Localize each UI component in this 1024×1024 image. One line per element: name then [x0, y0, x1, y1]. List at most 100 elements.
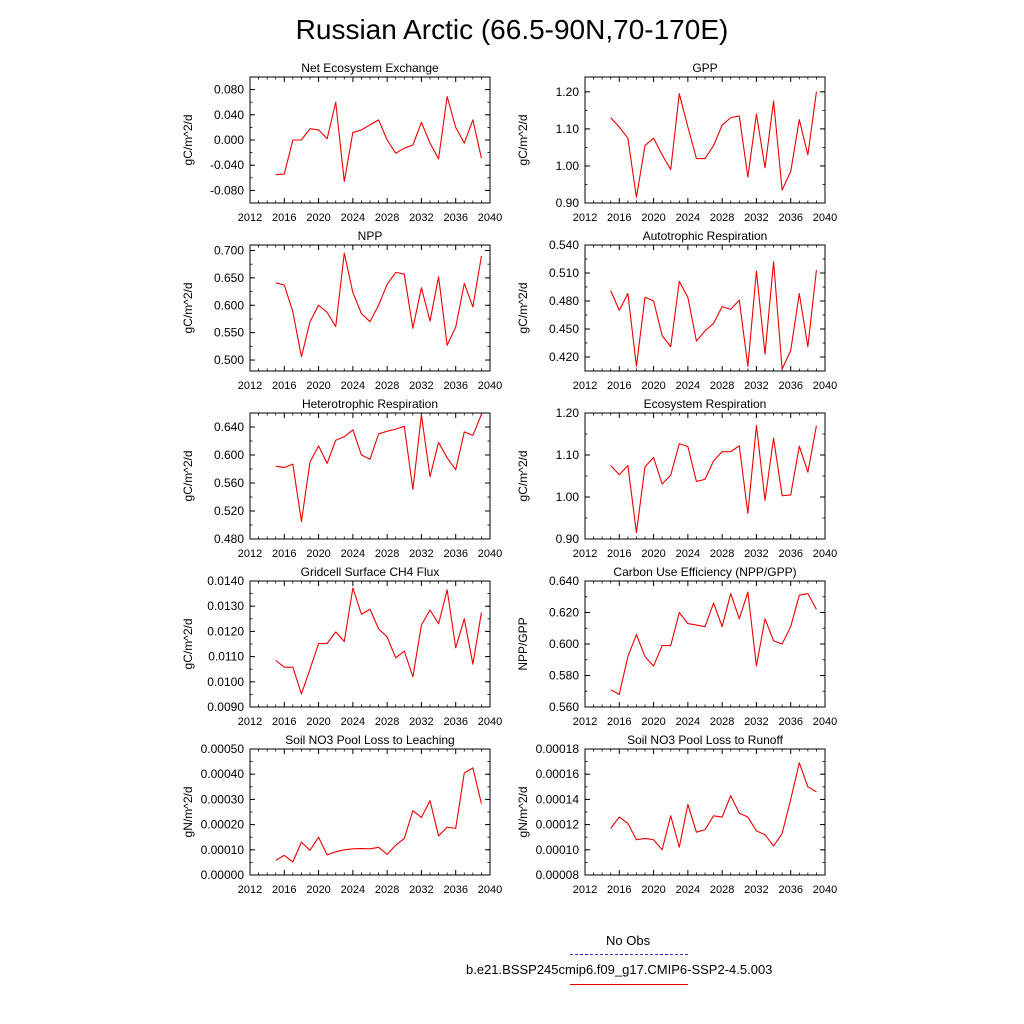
- x-tick-label: 2024: [341, 884, 365, 896]
- chart-title: GPP: [692, 61, 717, 75]
- y-tick-label: 0.700: [214, 243, 244, 257]
- y-tick-label: 0.00020: [201, 818, 245, 832]
- x-tick-label: 2024: [676, 884, 700, 896]
- y-tick-label: 1.20: [556, 85, 580, 99]
- y-tick-label: 0.600: [214, 448, 244, 462]
- y-tick-label: 0.480: [549, 294, 579, 308]
- x-tick-label: 2036: [778, 884, 802, 896]
- y-tick-label: -0.040: [210, 158, 244, 172]
- y-tick-label: 0.480: [214, 532, 244, 546]
- y-tick-label: 0.0130: [207, 599, 244, 613]
- x-tick-label: 2016: [272, 380, 296, 392]
- x-tick-label: 2016: [607, 548, 631, 560]
- y-tick-label: 0.00040: [201, 767, 245, 781]
- series-line: [610, 261, 817, 370]
- y-tick-label: 0.600: [549, 637, 579, 651]
- x-tick-label: 2012: [238, 548, 262, 560]
- plot-frame: [249, 412, 491, 540]
- x-tick-label: 2016: [272, 548, 296, 560]
- series-line: [610, 425, 817, 534]
- x-tick-label: 2012: [238, 380, 262, 392]
- y-tick-label: 0.0140: [207, 574, 244, 588]
- y-tick-label: 0.00050: [201, 742, 245, 756]
- x-tick-label: 2012: [573, 716, 597, 728]
- x-tick-label: 2012: [238, 716, 262, 728]
- y-tick-label: 0.520: [214, 504, 244, 518]
- y-axis-label: gC/m^2/d: [181, 451, 195, 502]
- x-tick-label: 2020: [306, 548, 330, 560]
- chart-panel-4: 2012 2016 2020 2024 2028 2032 2036 2040 0.640 0.6…: [181, 397, 502, 560]
- x-tick-label: 2040: [478, 884, 502, 896]
- y-tick-label: 0.600: [214, 298, 244, 312]
- y-tick-label: 0.080: [214, 83, 244, 97]
- chart-panel-1: 2012 2016 2020 2024 2028 2032 2036 2040 1.20 1.10…: [516, 61, 837, 224]
- y-tick-label: 0.000: [214, 133, 244, 147]
- series-line: [275, 414, 482, 523]
- chart-panel-9: 2012 2016 2020 2024 2028 2032 2036 2040 0.00018 0…: [516, 733, 837, 896]
- x-tick-label: 2028: [375, 716, 399, 728]
- chart-title: Soil NO3 Pool Loss to Runoff: [627, 733, 784, 747]
- y-tick-label: 1.00: [556, 490, 580, 504]
- legend-obs-label: No Obs: [606, 933, 651, 948]
- x-tick-label: 2020: [641, 716, 665, 728]
- x-tick-label: 2024: [676, 548, 700, 560]
- chart-panel-0: 2012 2016 2020 2024 2028 2032 2036 2040 0.080 0.0…: [181, 61, 502, 224]
- x-tick-label: 2032: [744, 380, 768, 392]
- y-tick-label: 0.00000: [201, 868, 245, 882]
- x-tick-label: 2036: [778, 716, 802, 728]
- x-tick-label: 2040: [813, 212, 837, 224]
- series-line: [275, 252, 482, 358]
- series-line: [610, 91, 817, 198]
- y-axis-label: gC/m^2/d: [516, 451, 530, 502]
- y-axis-label: gC/m^2/d: [516, 115, 530, 166]
- y-tick-label: 0.560: [549, 700, 579, 714]
- x-tick-label: 2036: [443, 380, 467, 392]
- y-axis-label: gN/m^2/d: [181, 787, 195, 838]
- chart-title: NPP: [358, 229, 383, 243]
- y-axis-label: gC/m^2/d: [181, 619, 195, 670]
- chart-title: Heterotrophic Respiration: [302, 397, 438, 411]
- x-tick-label: 2040: [813, 884, 837, 896]
- y-tick-label: 0.040: [214, 108, 244, 122]
- x-tick-label: 2040: [478, 716, 502, 728]
- legend-model-line: [570, 984, 688, 985]
- chart-panel-2: 2012 2016 2020 2024 2028 2032 2036 2040 0.700 0.6…: [181, 229, 502, 392]
- y-tick-label: 0.0100: [207, 675, 244, 689]
- x-tick-label: 2040: [478, 212, 502, 224]
- x-tick-label: 2024: [341, 380, 365, 392]
- y-tick-label: 0.640: [214, 420, 244, 434]
- chart-panel-3: 2012 2016 2020 2024 2028 2032 2036 2040 0.540 0.5…: [516, 229, 837, 392]
- x-tick-label: 2036: [443, 548, 467, 560]
- x-tick-label: 2028: [710, 212, 734, 224]
- x-tick-label: 2040: [478, 548, 502, 560]
- x-tick-label: 2040: [813, 548, 837, 560]
- series-line: [610, 762, 817, 851]
- y-tick-label: 0.00010: [536, 843, 580, 857]
- x-tick-label: 2020: [306, 380, 330, 392]
- series-line: [275, 95, 482, 183]
- x-tick-label: 2032: [409, 884, 433, 896]
- y-axis-label: gC/m^2/d: [516, 283, 530, 334]
- y-tick-label: 0.00016: [536, 767, 580, 781]
- y-tick-label: 0.450: [549, 322, 579, 336]
- x-tick-label: 2028: [710, 380, 734, 392]
- x-tick-label: 2028: [710, 716, 734, 728]
- x-tick-label: 2032: [409, 716, 433, 728]
- x-tick-label: 2024: [341, 548, 365, 560]
- x-tick-label: 2020: [641, 548, 665, 560]
- y-axis-label: gN/m^2/d: [516, 787, 530, 838]
- y-tick-label: 0.0120: [207, 624, 244, 638]
- y-tick-label: 0.00018: [536, 742, 580, 756]
- page-title: Russian Arctic (66.5-90N,70-170E): [295, 14, 729, 45]
- x-tick-label: 2024: [676, 212, 700, 224]
- x-tick-label: 2012: [238, 884, 262, 896]
- y-tick-label: 0.00014: [536, 792, 580, 806]
- y-tick-label: 0.00008: [536, 868, 580, 882]
- x-tick-label: 2016: [607, 716, 631, 728]
- y-tick-label: -0.080: [210, 183, 244, 197]
- x-tick-label: 2012: [573, 212, 597, 224]
- y-tick-label: 0.620: [549, 606, 579, 620]
- y-tick-label: 0.90: [556, 532, 580, 546]
- y-tick-label: 0.0090: [207, 700, 244, 714]
- x-tick-label: 2036: [778, 548, 802, 560]
